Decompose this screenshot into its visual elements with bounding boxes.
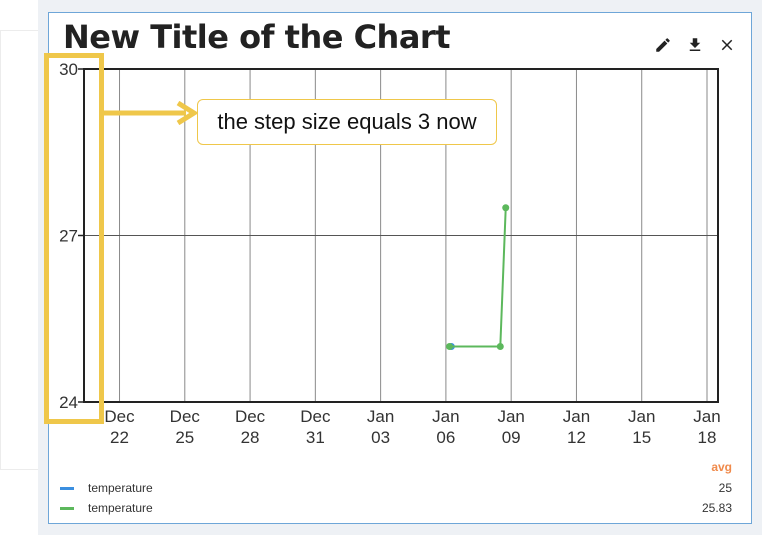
legend-item[interactable]: temperature 25 [60,479,732,497]
legend-series-avg: 25.83 [701,501,732,515]
close-icon [721,39,733,51]
legend-series-name: temperature [88,481,153,495]
legend-swatch [60,507,74,510]
legend-swatch [60,487,74,490]
legend-header-avg: avg [711,460,732,474]
legend-item[interactable]: temperature 25.83 [60,499,732,517]
annotation-callout: the step size equals 3 now [197,99,497,145]
legend-series-avg: 25 [718,481,732,495]
annotation-highlight-box [44,53,104,424]
pencil-icon [656,38,670,52]
edit-button[interactable] [653,35,673,55]
close-button[interactable] [717,35,737,55]
download-button[interactable] [685,35,705,55]
legend-series-name: temperature [88,501,153,515]
chart-title: New Title of the Chart [63,18,451,56]
window-toolbar [653,35,737,55]
annotation-arrow [100,101,199,125]
chart-window: New Title of the Chart [48,12,752,524]
download-icon [689,38,701,51]
